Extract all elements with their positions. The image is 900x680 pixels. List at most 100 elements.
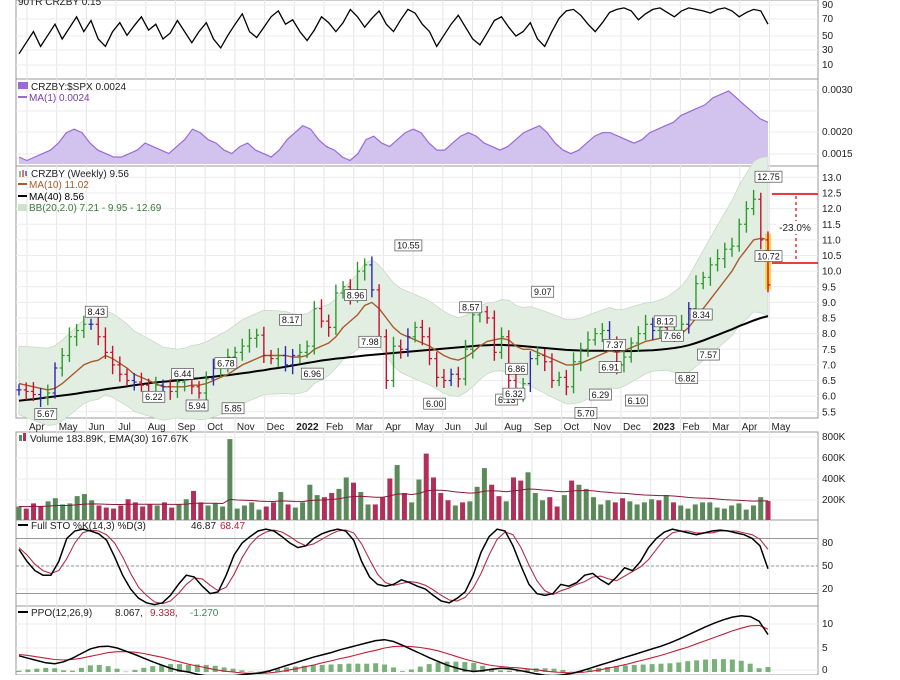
- volume-bar: [481, 468, 487, 520]
- ppo-histogram-bar: [16, 670, 22, 672]
- ppo-histogram-bar: [123, 671, 129, 673]
- y-tick-label: 70: [822, 14, 834, 25]
- y-tick-label: 5.5: [822, 407, 836, 418]
- volume-legend-swatch-icon: [19, 435, 22, 441]
- price-label: 8.96: [347, 290, 365, 300]
- sto-k-line: [18, 528, 769, 606]
- volume-bar: [438, 493, 444, 520]
- price-label-box: [185, 399, 209, 412]
- price-label-box: [502, 387, 526, 400]
- volume-bar: [394, 465, 400, 520]
- price-label-box: [459, 301, 483, 314]
- ppo-hist-value: -1.270: [190, 608, 219, 619]
- ma10-line: [18, 237, 769, 391]
- volume-bar: [81, 494, 87, 520]
- volume-bar: [52, 498, 58, 520]
- volume-bar: [263, 506, 269, 520]
- volume-bar: [198, 502, 204, 520]
- ppo-histogram-bar: [587, 669, 593, 672]
- relative-strength-plot: [18, 90, 769, 164]
- volume-bar: [721, 508, 727, 520]
- x-tick-label: May: [415, 422, 434, 433]
- x-tick-label: Feb: [682, 422, 700, 433]
- volume-bar: [16, 506, 22, 520]
- y-tick-label: 12.5: [822, 189, 842, 200]
- price-label: 8.34: [692, 310, 710, 320]
- ppo-histogram-bar: [756, 668, 762, 672]
- y-tick-label: 30: [822, 45, 834, 56]
- ppo-histogram-bar: [694, 660, 700, 672]
- y-tick-label: 6.5: [822, 376, 836, 387]
- volume-bar: [154, 505, 160, 520]
- price-label: 10.72: [757, 251, 780, 261]
- ppo-histogram-bar: [417, 666, 423, 672]
- x-tick-label: Sep: [534, 422, 552, 433]
- price-label: 8.17: [282, 315, 300, 325]
- relative-y-axis: 0.0030 0.0020 0.0015: [822, 85, 853, 160]
- y-tick-label: 400K: [822, 474, 846, 485]
- ppo-histogram-bar: [480, 665, 486, 672]
- ppo-signal-value: 9.338,: [150, 608, 178, 619]
- price-label-box: [625, 394, 648, 407]
- ppo-histogram-bar: [177, 664, 182, 672]
- volume-bar: [525, 472, 531, 520]
- price-label-box: [574, 407, 598, 419]
- ppo-histogram-bar: [613, 666, 619, 672]
- ppo-histogram-bar: [52, 668, 58, 672]
- volume-bar: [147, 504, 153, 520]
- price-label: 6.13: [498, 395, 516, 405]
- price-label: 5.85: [224, 404, 242, 414]
- volume-bar: [183, 499, 189, 520]
- volume-bar: [416, 479, 422, 520]
- volume-bar: [758, 497, 764, 520]
- ppo-histogram-bar: [346, 663, 352, 672]
- ppo-histogram-bar: [141, 667, 147, 672]
- volume-bar: [292, 507, 298, 520]
- price-label: 10.55: [397, 241, 420, 251]
- top-panel-title: 90TR CRZBY 0.15: [18, 0, 102, 8]
- volume-bar: [351, 482, 357, 520]
- price-label-box: [531, 285, 555, 298]
- ppo-histogram-bar: [729, 659, 735, 672]
- price-label: 6.44: [174, 369, 192, 379]
- x-tick-label: Feb: [326, 422, 344, 433]
- volume-bar: [161, 502, 167, 520]
- volume-bar: [489, 484, 495, 520]
- ppo-histogram-bar: [765, 667, 771, 672]
- x-axis-labels: Apr May Jun Jul Aug Sep Oct Nov Dec 2022 Feb Mar Apr…: [29, 422, 790, 433]
- volume-bar: [132, 502, 138, 520]
- volume-bar: [729, 505, 735, 520]
- volume-bar: [329, 493, 335, 520]
- ppo-label: PPO(12,26,9): [31, 608, 92, 619]
- relative-symbol-label: CRZBY:$SPX 0.0024: [31, 82, 126, 93]
- volume-bar: [380, 497, 386, 520]
- ppo-plot: [16, 614, 771, 678]
- top-panel-header: 90TR CRZBY 0.15: [18, 0, 102, 8]
- volume-bar: [518, 480, 524, 520]
- price-label: 6.29: [592, 390, 610, 400]
- price-label-box: [171, 368, 194, 380]
- ppo-histogram-bar: [444, 661, 450, 672]
- ppo-histogram-bar: [712, 659, 717, 672]
- ppo-histogram-bar: [185, 664, 191, 672]
- price-label-box: [423, 397, 447, 410]
- volume-bar: [605, 500, 611, 520]
- price-title: CRZBY (Weekly) 9.56: [31, 169, 129, 180]
- volume-bar: [685, 508, 691, 520]
- ppo-histogram-bar: [685, 661, 691, 672]
- volume-bar: [743, 509, 749, 520]
- drop-annotation: -23.0%: [772, 193, 818, 264]
- price-label: 8.57: [462, 303, 480, 313]
- volume-bar: [547, 497, 553, 520]
- x-tick-label: Jul: [475, 422, 488, 433]
- ppo-histogram-bar: [43, 667, 49, 672]
- volume-bar: [336, 488, 342, 520]
- volume-bar: [569, 480, 575, 520]
- ppo-histogram-bar: [658, 663, 664, 672]
- price-label-box: [300, 367, 324, 380]
- ppo-histogram-bar: [498, 670, 503, 672]
- volume-bar: [401, 493, 407, 520]
- ppo-y-axis: 10 5 0: [822, 619, 834, 676]
- ppo-histogram-bar: [337, 664, 343, 672]
- price-label: 6.78: [217, 359, 235, 369]
